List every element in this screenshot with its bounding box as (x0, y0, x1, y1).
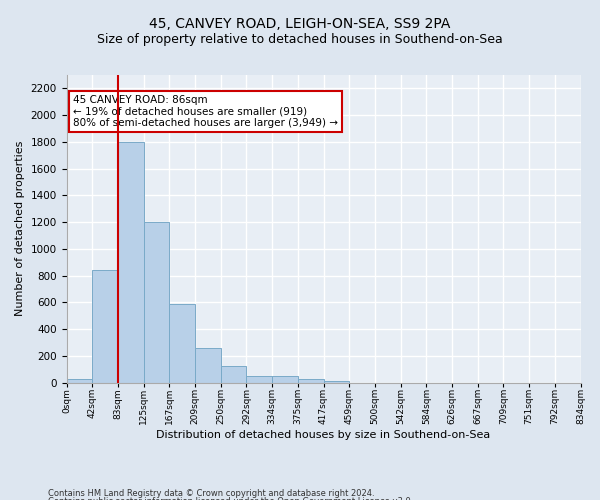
Text: Contains HM Land Registry data © Crown copyright and database right 2024.: Contains HM Land Registry data © Crown c… (48, 488, 374, 498)
Bar (195, 348, 221, 382)
Bar (92, 270, 118, 382)
Bar (67, 379, 92, 382)
Text: Size of property relative to detached houses in Southend-on-Sea: Size of property relative to detached ho… (97, 32, 503, 46)
Bar (221, 366, 247, 382)
Bar (118, 142, 143, 382)
Bar (143, 222, 169, 382)
Bar (298, 378, 323, 382)
Bar (272, 376, 298, 382)
Text: 45 CANVEY ROAD: 86sqm
← 19% of detached houses are smaller (919)
80% of semi-det: 45 CANVEY ROAD: 86sqm ← 19% of detached … (73, 95, 338, 128)
Text: 45, CANVEY ROAD, LEIGH-ON-SEA, SS9 2PA: 45, CANVEY ROAD, LEIGH-ON-SEA, SS9 2PA (149, 18, 451, 32)
Bar (169, 304, 195, 382)
Text: Contains public sector information licensed under the Open Government Licence v3: Contains public sector information licen… (48, 498, 413, 500)
X-axis label: Distribution of detached houses by size in Southend-on-Sea: Distribution of detached houses by size … (157, 430, 491, 440)
Bar (323, 380, 349, 382)
Bar (247, 376, 272, 382)
Y-axis label: Number of detached properties: Number of detached properties (15, 141, 25, 316)
